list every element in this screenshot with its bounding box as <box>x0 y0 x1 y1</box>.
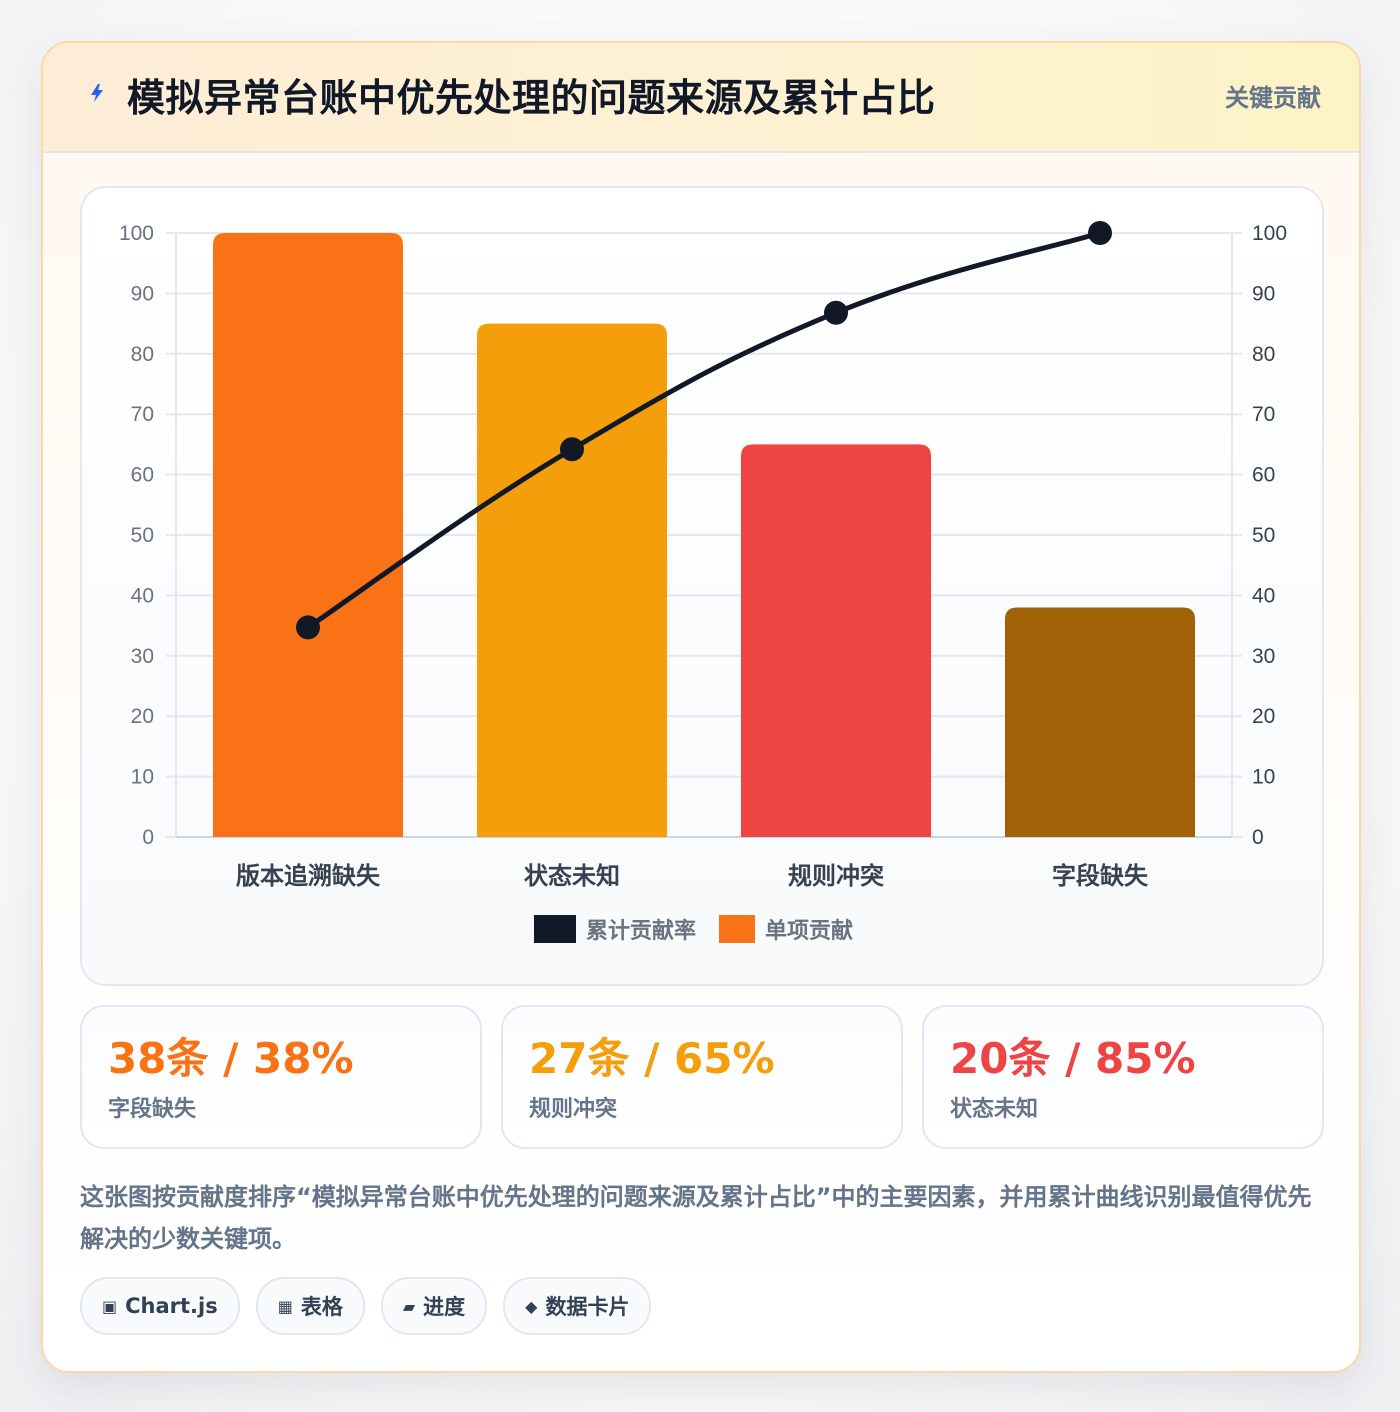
y-tick-label: 0 <box>142 826 154 849</box>
page-title: 模拟异常台账中优先处理的问题来源及累计占比 <box>127 76 936 120</box>
tag-label: 表格 <box>300 1295 343 1319</box>
cumulative-point <box>824 300 848 325</box>
stat-card-3: 20条 / 85% 状态未知 <box>922 1005 1324 1149</box>
y2-tick-label: 0 <box>1252 826 1264 849</box>
chart-icon: ▣ <box>102 1296 118 1316</box>
legend-swatch <box>534 915 576 943</box>
table-icon: ▦ <box>277 1296 293 1316</box>
bar <box>740 444 932 837</box>
y2-tick-label: 70 <box>1252 403 1275 426</box>
cumulative-point <box>1088 221 1112 245</box>
y-tick-label: 100 <box>119 222 154 245</box>
cumulative-point <box>560 437 584 462</box>
bar <box>476 323 668 838</box>
y2-tick-label: 40 <box>1252 584 1275 607</box>
stat-value: 38条 / 38% <box>108 1034 354 1083</box>
tag-label: Chart.js <box>125 1294 218 1318</box>
stat-label: 规则冲突 <box>529 1097 618 1122</box>
y2-tick-label: 10 <box>1252 766 1275 789</box>
y-tick-label: 90 <box>131 282 154 305</box>
tag-label: 进度 <box>423 1295 466 1319</box>
y2-tick-label: 100 <box>1252 222 1287 245</box>
tag-chartjs[interactable]: ▣ Chart.js <box>80 1277 240 1335</box>
cumulative-point <box>296 615 320 640</box>
tag-list: ▣ Chart.js ▦ 表格 ▰ 进度 ◆ 数据卡片 <box>80 1277 652 1335</box>
y-tick-label: 80 <box>131 343 154 366</box>
y-tick-label: 40 <box>131 584 154 607</box>
y2-tick-label: 50 <box>1252 524 1275 547</box>
x-tick-label: 状态未知 <box>524 862 620 890</box>
y-tick-label: 30 <box>131 645 154 668</box>
progress-icon: ▰ <box>402 1296 416 1316</box>
y-tick-label: 50 <box>131 524 154 547</box>
y2-tick-label: 90 <box>1252 282 1275 305</box>
x-tick-label: 字段缺失 <box>1052 862 1149 890</box>
x-tick-label: 版本追溯缺失 <box>236 862 381 890</box>
legend-label: 单项贡献 <box>765 918 853 944</box>
y2-tick-label: 60 <box>1252 464 1275 487</box>
diamond-icon: ◆ <box>525 1296 538 1316</box>
stat-label: 状态未知 <box>950 1097 1039 1122</box>
chart-card: 模拟异常台账中优先处理的问题来源及累计占比 关键贡献 0 10 20 30 40 50 60… <box>41 41 1361 1373</box>
stat-value: 27条 / 65% <box>529 1034 775 1083</box>
x-tick-label: 规则冲突 <box>788 862 884 890</box>
stat-label: 字段缺失 <box>108 1097 197 1122</box>
stat-value: 20条 / 85% <box>950 1034 1196 1083</box>
bar <box>212 233 404 837</box>
tag-label: 数据卡片 <box>545 1295 630 1319</box>
card-header: 模拟异常台账中优先处理的问题来源及累计占比 关键贡献 <box>43 43 1359 153</box>
cumulative-line <box>305 230 1103 630</box>
y-tick-label: 70 <box>131 403 154 426</box>
tag-progress[interactable]: ▰ 进度 <box>380 1277 488 1335</box>
bar <box>1004 607 1196 837</box>
chart-description: 这张图按贡献度排序“模拟异常台账中优先处理的问题来源及累计占比”中的主要因素，并… <box>80 1183 1312 1253</box>
stat-card-1: 38条 / 38% 字段缺失 <box>80 1005 482 1149</box>
pareto-chart: 0 10 20 30 40 50 60 70 80 90 100 0 10 20 30 40 50 60 70 80 9… <box>119 221 1287 944</box>
tag-table[interactable]: ▦ 表格 <box>255 1277 365 1335</box>
chart-panel: 0 10 20 30 40 50 60 70 80 90 100 0 10 20 30 40 50 60 70 80 9… <box>80 186 1324 986</box>
y2-tick-label: 80 <box>1252 343 1275 366</box>
header-badge: 关键贡献 <box>1225 84 1321 112</box>
legend-label: 累计贡献率 <box>586 918 696 944</box>
tag-data-card[interactable]: ◆ 数据卡片 <box>503 1277 652 1335</box>
y-tick-label: 60 <box>131 464 154 487</box>
legend-swatch <box>719 915 755 943</box>
stat-card-2: 27条 / 65% 规则冲突 <box>501 1005 903 1149</box>
y-tick-label: 20 <box>131 705 154 728</box>
y2-tick-label: 20 <box>1252 705 1275 728</box>
lightning-icon <box>91 84 103 102</box>
y2-tick-label: 30 <box>1252 645 1275 668</box>
y-tick-label: 10 <box>131 766 154 789</box>
